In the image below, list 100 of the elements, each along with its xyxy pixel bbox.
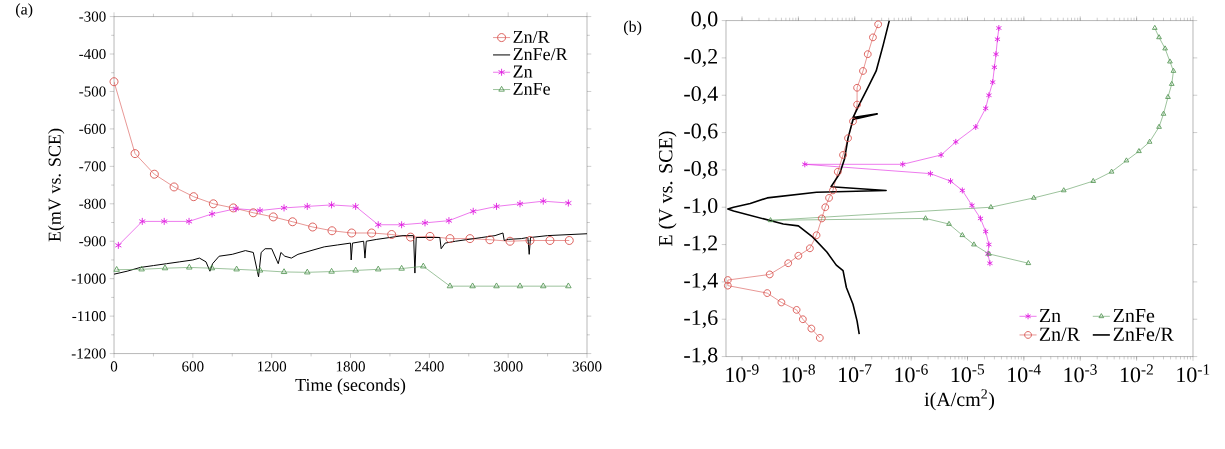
legend-label: Zn — [513, 65, 533, 78]
chart-title: (a) — [15, 3, 33, 19]
point — [328, 201, 336, 210]
point — [387, 230, 397, 240]
point — [327, 226, 337, 236]
point — [347, 228, 357, 238]
point — [374, 221, 382, 229]
y-tick-label: -1000 — [71, 273, 106, 284]
point — [280, 268, 288, 275]
point — [185, 217, 193, 226]
point — [303, 202, 311, 211]
point — [406, 232, 416, 242]
point — [352, 267, 359, 273]
y-tick-label: -1200 — [71, 348, 106, 359]
legend-label: ZnFe/R — [1113, 327, 1174, 342]
point — [539, 197, 547, 206]
point — [256, 206, 264, 215]
point — [208, 210, 216, 219]
point — [375, 265, 382, 272]
y-tick-label: -800 — [79, 198, 106, 210]
point — [352, 202, 360, 211]
point — [232, 204, 240, 213]
x-tick-label: 10$^{-4}$ — [1008, 364, 1041, 383]
y-tick-label: -1100 — [72, 311, 106, 322]
x-tick-label: 1200 — [258, 361, 287, 372]
x-tick-label: 10$^{-1}$ — [1177, 364, 1210, 383]
point — [130, 149, 140, 159]
point — [114, 241, 122, 250]
y-tick-label: -0,6 — [684, 123, 718, 142]
point — [268, 212, 278, 222]
point — [161, 264, 169, 271]
point — [189, 192, 199, 202]
x-tick-label: 10$^{-5}$ — [951, 364, 985, 383]
x-tick-label: 3000 — [493, 361, 523, 372]
y-tick-label: -600 — [79, 124, 106, 135]
point — [445, 234, 455, 244]
point — [160, 217, 168, 226]
point — [186, 264, 193, 270]
point — [421, 219, 429, 228]
y-tick-label: -900 — [79, 236, 106, 247]
x-tick-label: 600 — [182, 361, 204, 372]
point — [540, 282, 547, 289]
point — [169, 182, 179, 192]
point — [465, 234, 475, 244]
point — [516, 282, 524, 289]
y-tick-label: 0,0 — [691, 11, 718, 30]
x-tick-label: 10$^{-3}$ — [1064, 364, 1097, 383]
legend-label: Zn/R — [1039, 327, 1080, 342]
point — [113, 266, 120, 272]
y-tick-label: -0,8 — [684, 161, 718, 180]
point — [248, 208, 258, 218]
point — [138, 217, 146, 226]
x-tick-label: 10$^{-9}$ — [726, 364, 759, 383]
y-tick-label: -1,4 — [684, 273, 718, 292]
legend-label: ZnFe/R — [513, 48, 568, 61]
chart-title: (b) — [623, 20, 642, 36]
point — [564, 236, 574, 246]
x-tick-label: 10$^{-7}$ — [839, 364, 872, 383]
point — [208, 199, 218, 209]
x-tick-label: 1800 — [336, 361, 365, 372]
point — [138, 265, 145, 272]
point — [256, 267, 264, 273]
point — [328, 268, 335, 274]
point — [398, 265, 405, 271]
y-tick-label: -0,2 — [684, 49, 717, 68]
point — [308, 222, 318, 232]
y-tick-label: -700 — [79, 161, 106, 172]
x-tick-label: 0 — [110, 361, 118, 372]
point — [505, 237, 515, 246]
x-tick-label: 2400 — [415, 361, 444, 372]
y-tick-label: -300 — [79, 11, 106, 22]
y-tick-label: -400 — [79, 49, 106, 60]
point — [208, 264, 216, 271]
point — [469, 282, 476, 289]
y-tick-label: -1,6 — [684, 310, 718, 329]
legend-label: ZnFe — [513, 83, 550, 96]
y-tick-label: -1,2 — [684, 235, 717, 254]
y-tick-label: -0,4 — [684, 86, 718, 105]
x-tick-label: 10$^{-6}$ — [895, 364, 928, 383]
point — [288, 217, 298, 227]
legend-label: Zn/R — [513, 31, 550, 44]
point — [367, 228, 377, 238]
y-tick-label: -1,0 — [684, 198, 718, 217]
point — [565, 282, 572, 289]
point — [485, 235, 495, 245]
point — [398, 221, 406, 229]
legend-label: Zn — [1039, 309, 1061, 323]
point — [469, 207, 477, 216]
point — [280, 204, 288, 213]
point — [564, 199, 572, 208]
point — [445, 216, 453, 225]
y-tick-label: -500 — [79, 86, 106, 97]
point — [493, 202, 500, 211]
point — [446, 282, 454, 289]
x-axis-title: i(A/cm$^{2}$) — [924, 389, 995, 411]
y-axis-title: E(mV vs. SCE) — [48, 129, 65, 242]
point — [109, 77, 119, 87]
point — [228, 203, 238, 213]
point — [233, 265, 240, 272]
point — [545, 236, 555, 246]
